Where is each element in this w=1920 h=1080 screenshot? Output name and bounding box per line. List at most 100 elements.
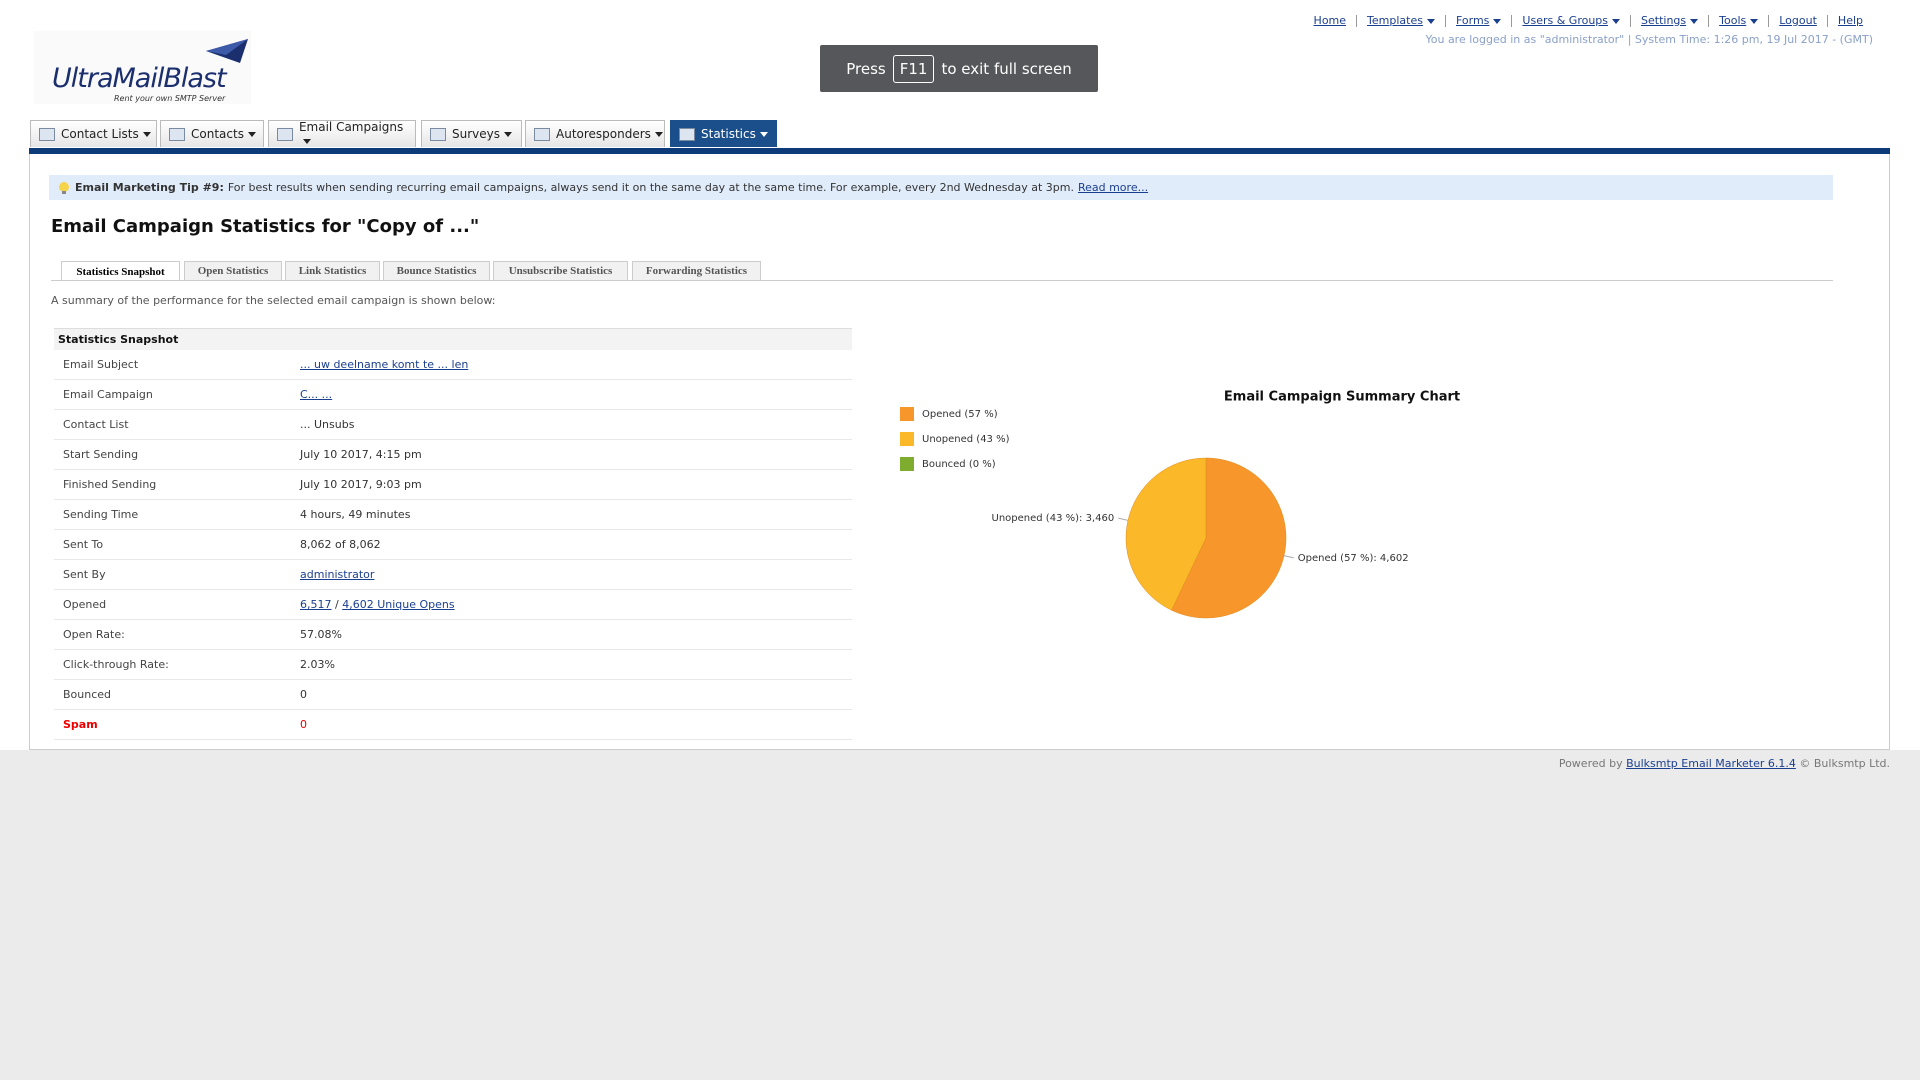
nav-link[interactable]: Users & Groups — [1511, 15, 1630, 27]
legend-swatch — [900, 457, 914, 471]
pie-slice — [1171, 457, 1287, 619]
sub-tab-line — [51, 280, 1833, 281]
row: Spam 0 — [54, 710, 852, 740]
tip-link[interactable]: Read more... — [1077, 181, 1149, 194]
legend-label: Bounced (0 %) — [922, 459, 996, 470]
cell: Sent To — [63, 538, 104, 551]
tip-icon — [59, 181, 69, 194]
cell: 0 — [300, 688, 307, 701]
cell: 4 hours, 49 minutes — [300, 508, 411, 521]
cell: Email Campaign — [63, 388, 153, 401]
cell: Opened — [63, 598, 107, 611]
label-leader — [1118, 517, 1129, 521]
logo[interactable]: UltraMailBlast Rent your own SMTP Server — [34, 31, 251, 104]
legend-swatch — [900, 407, 914, 421]
page-title: Email Campaign Statistics for "Copy of .… — [51, 216, 480, 237]
cell[interactable]: administrator — [300, 568, 375, 581]
cell: July 10 2017, 9:03 pm — [300, 478, 422, 491]
key: F11 — [892, 54, 935, 83]
cell: 2.03% — [300, 658, 335, 671]
logo-name: UltraMailBlast — [52, 63, 227, 94]
row: Sent By administrator — [54, 560, 852, 590]
top-nav: Home Templates Forms Users & Groups Sett… — [1304, 15, 1873, 27]
sub-tab[interactable]: Statistics Snapshot — [61, 261, 180, 281]
tab-label: Contacts — [191, 127, 256, 141]
nav-link[interactable]: Home — [1313, 14, 1347, 27]
footer-link[interactable]: Bulksmtp Email Marketer 6.1.4 — [1626, 757, 1796, 770]
cell: 0 — [300, 718, 307, 731]
nav-link[interactable]: Settings — [1630, 15, 1708, 27]
stats-table: Statistics Snapshot Email Subject ... uw … — [54, 328, 852, 740]
legend-label: Unopened (43 %) — [922, 434, 1010, 445]
nav-bar — [29, 148, 1890, 154]
logo-tagline: Rent your own SMTP Server — [114, 94, 226, 103]
nav-link[interactable]: Templates — [1356, 15, 1445, 27]
cell: ... Unsubs — [300, 418, 355, 431]
nav-link[interactable]: Forms — [1444, 15, 1511, 27]
status-text: You are logged in as "administrator" | S… — [1425, 33, 1873, 46]
cell: Sending Time — [63, 508, 139, 521]
label-leader — [1283, 555, 1294, 559]
tip-title: Email Marketing Tip #9: — [75, 181, 224, 194]
fullscreen-notice: Press F11 to exit full screen — [820, 45, 1098, 92]
slice-label: Unopened (43 %): 3,460 — [992, 513, 1115, 524]
nav-link[interactable]: Logout — [1768, 15, 1827, 27]
cell: Start Sending — [63, 448, 139, 461]
row: Opened 6,517 / 4,602 Unique Opens — [54, 590, 852, 620]
row: Email Campaign C... ... — [54, 380, 852, 410]
tab[interactable]: Autoresponders — [525, 120, 665, 147]
separator: / — [335, 598, 339, 611]
chart: Email Campaign Summary Chart Opened (57 … — [900, 390, 1460, 619]
tab[interactable]: Surveys — [421, 120, 522, 147]
tab-label: Autoresponders — [556, 127, 663, 141]
tab[interactable]: Contacts — [160, 120, 264, 147]
tab[interactable]: Email Campaigns — [268, 120, 416, 147]
tab[interactable]: Statistics — [670, 120, 777, 147]
link[interactable]: 4,602 Unique Opens — [342, 598, 455, 611]
slice-label: Opened (57 %): 4,602 — [1298, 553, 1409, 564]
logo-icon — [206, 39, 248, 63]
content — [29, 154, 1890, 750]
cell: 8,062 of 8,062 — [300, 538, 381, 551]
tab[interactable]: Contact Lists — [30, 120, 157, 147]
row: Bounced 0 — [54, 680, 852, 710]
footer-text: Powered by — [1558, 757, 1623, 770]
footer: Powered by Bulksmtp Email Marketer 6.1.4… — [1559, 757, 1890, 770]
row: Contact List ... Unsubs — [54, 410, 852, 440]
cell: Open Rate: — [63, 628, 125, 641]
tip-text: For best results when sending recurring … — [227, 181, 1074, 194]
sub-tab[interactable]: Unsubscribe Statistics — [493, 261, 628, 280]
row: Email Subject ... uw deelname komt te ...… — [54, 350, 852, 380]
row: Start Sending July 10 2017, 4:15 pm — [54, 440, 852, 470]
chart-title: Email Campaign Summary Chart — [1224, 390, 1460, 405]
tab-label: Contact Lists — [61, 127, 151, 141]
cell: July 10 2017, 4:15 pm — [300, 448, 422, 461]
cell: Finished Sending — [63, 478, 157, 491]
row: Click-through Rate: 2.03% — [54, 650, 852, 680]
sub-tab[interactable]: Link Statistics — [285, 261, 380, 280]
row: Sent To 8,062 of 8,062 — [54, 530, 852, 560]
table-header: Statistics Snapshot — [54, 328, 852, 350]
tab-label: Statistics — [701, 127, 768, 141]
cell: ... uw deelname komt te ... len — [300, 358, 469, 371]
cell: Sent By — [63, 568, 106, 581]
nav-link[interactable]: Tools — [1708, 15, 1768, 27]
pie-slice — [1125, 457, 1207, 611]
notice-text: Press — [846, 59, 886, 78]
notice-text: to exit full screen — [941, 59, 1072, 78]
summary: A summary of the performance for the sel… — [51, 294, 496, 307]
cell: 57.08% — [300, 628, 342, 641]
cell: Contact List — [63, 418, 129, 431]
footer-text: © Bulksmtp Ltd. — [1799, 757, 1890, 770]
cell: 6,517 / 4,602 Unique Opens — [300, 598, 455, 611]
row: Finished Sending July 10 2017, 9:03 pm — [54, 470, 852, 500]
legend-label: Opened (57 %) — [922, 409, 998, 420]
sub-tab[interactable]: Bounce Statistics — [383, 261, 490, 280]
sub-tab[interactable]: Forwarding Statistics — [632, 261, 761, 280]
link[interactable]: 6,517 — [300, 598, 332, 611]
sub-tab[interactable]: Open Statistics — [184, 261, 282, 280]
nav-link[interactable]: Help — [1826, 15, 1873, 27]
tab-label: Surveys — [452, 127, 512, 141]
cell: Spam — [63, 718, 98, 731]
cell: Email Subject — [63, 358, 139, 371]
